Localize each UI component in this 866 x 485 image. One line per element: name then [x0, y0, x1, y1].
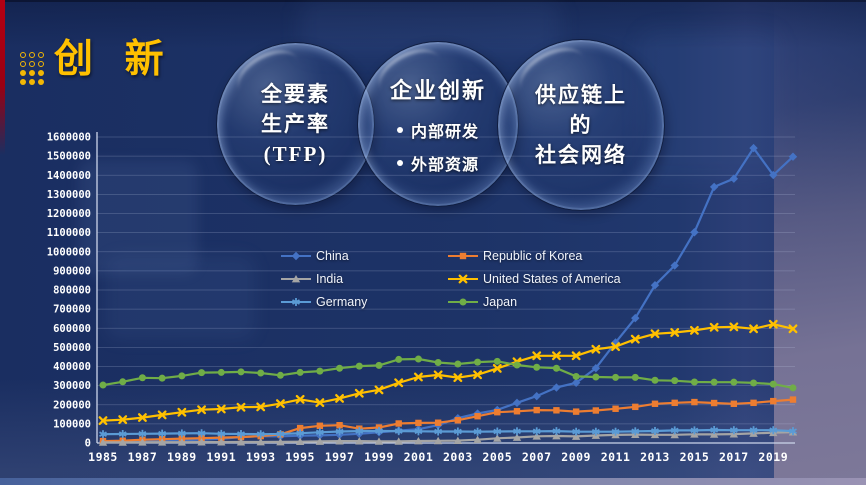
svg-text:1991: 1991 — [206, 450, 236, 464]
svg-text:100000: 100000 — [53, 418, 91, 430]
svg-text:1100000: 1100000 — [47, 227, 91, 239]
svg-text:1000000: 1000000 — [47, 246, 91, 258]
svg-text:1500000: 1500000 — [47, 151, 91, 163]
legend-label: China — [316, 249, 349, 263]
svg-text:2015: 2015 — [680, 450, 710, 464]
legend-item-china: China — [279, 247, 446, 265]
legend-label: India — [316, 272, 344, 286]
svg-text:1997: 1997 — [325, 450, 355, 464]
legend-item-japan: Japan — [446, 293, 621, 311]
bubble-enterprise-innovation: 企业创新 内部研发 外部资源 — [357, 41, 519, 207]
svg-text:1999: 1999 — [364, 450, 394, 464]
svg-text:2017: 2017 — [719, 450, 749, 464]
svg-text:600000: 600000 — [53, 323, 91, 335]
svg-text:1300000: 1300000 — [47, 189, 91, 201]
svg-text:900000: 900000 — [53, 265, 91, 277]
svg-text:2007: 2007 — [522, 450, 552, 464]
svg-text:1400000: 1400000 — [47, 170, 91, 182]
legend-item-india: India — [279, 270, 446, 288]
svg-text:2009: 2009 — [561, 450, 591, 464]
legend-item-germany: Germany — [279, 293, 446, 311]
svg-text:1987: 1987 — [128, 450, 158, 464]
bubble-supply-chain: 供应链上 的 社会网络 — [497, 39, 665, 211]
korea-marker-icon — [448, 252, 478, 260]
legend-label: Republic of Korea — [483, 249, 583, 263]
svg-text:0: 0 — [85, 438, 91, 450]
bullet-item: 内部研发 — [396, 118, 479, 142]
svg-text:1200000: 1200000 — [47, 208, 91, 220]
series-germany — [99, 425, 797, 439]
header: 创 新 — [20, 40, 173, 85]
svg-text:2019: 2019 — [758, 450, 788, 464]
svg-text:300000: 300000 — [53, 380, 91, 392]
svg-text:1995: 1995 — [285, 450, 315, 464]
red-accent-bar — [0, 0, 5, 155]
svg-text:1600000: 1600000 — [47, 132, 91, 144]
usa-marker-icon — [448, 274, 478, 284]
svg-text:2013: 2013 — [640, 450, 670, 464]
bullet-text: 内部研发 — [410, 124, 479, 141]
japan-marker-icon — [448, 298, 478, 306]
bubble-tfp-line: 生产率 — [261, 112, 330, 136]
svg-text:1985: 1985 — [88, 450, 118, 464]
y-axis-labels: 0 100000 200000 300000 400000 500000 600000 700… — [47, 132, 91, 450]
bullet-dot-icon — [396, 127, 403, 133]
dots-grid-icon — [20, 52, 44, 85]
svg-text:200000: 200000 — [53, 399, 91, 411]
bullet-dot-icon — [396, 160, 403, 166]
bullet-text: 外部资源 — [410, 157, 479, 174]
legend-item-united-states: United States of America — [446, 270, 621, 288]
legend-item-republic-of-korea: Republic of Korea — [446, 247, 621, 265]
series-united-states-of-america — [98, 319, 798, 426]
svg-text:2005: 2005 — [482, 450, 512, 464]
svg-text:500000: 500000 — [53, 342, 91, 354]
svg-text:2011: 2011 — [601, 450, 631, 464]
svg-text:400000: 400000 — [53, 361, 91, 373]
x-axis-labels: 1985 1987 1989 1991 1993 1995 1997 1999 2001 2003… — [88, 450, 788, 464]
bubble-supply-line: 社会网络 — [535, 143, 627, 167]
bottom-accent-bar — [0, 478, 866, 485]
svg-text:2003: 2003 — [443, 450, 473, 464]
svg-text:800000: 800000 — [53, 285, 91, 297]
legend-label: United States of America — [483, 272, 621, 286]
legend-label: Germany — [316, 295, 368, 309]
china-marker-icon — [281, 251, 311, 261]
svg-text:1989: 1989 — [167, 450, 197, 464]
bubble-supply-line: 的 — [569, 113, 593, 137]
svg-text:1993: 1993 — [246, 450, 276, 464]
legend-label: Japan — [483, 295, 518, 309]
gridlines — [96, 132, 795, 444]
india-marker-icon — [281, 275, 311, 283]
chart-legend: China Republic of Korea India United Sta… — [279, 247, 621, 311]
svg-text:2001: 2001 — [404, 450, 434, 464]
bubble-tfp: 全要素 生产率 (TFP) — [216, 42, 375, 206]
bullet-item: 外部资源 — [396, 151, 479, 175]
svg-text:700000: 700000 — [53, 304, 91, 316]
series-japan — [99, 355, 797, 392]
bubble-tfp-line: (TFP) — [263, 142, 328, 166]
germany-marker-icon — [281, 298, 311, 306]
page-title: 创 新 — [54, 37, 173, 82]
